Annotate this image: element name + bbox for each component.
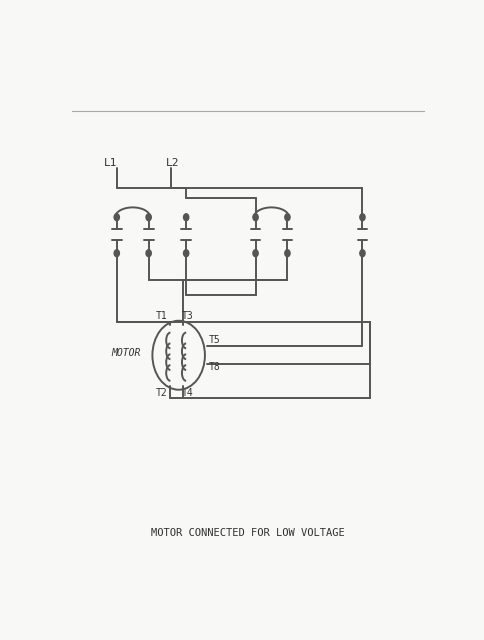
Circle shape — [146, 250, 151, 257]
Text: MOTOR: MOTOR — [111, 348, 140, 358]
Circle shape — [253, 214, 258, 221]
Circle shape — [360, 250, 365, 257]
Circle shape — [114, 250, 120, 257]
Circle shape — [114, 214, 120, 221]
Circle shape — [285, 214, 290, 221]
Text: T2: T2 — [156, 388, 168, 397]
Text: T3: T3 — [182, 311, 193, 321]
Text: T5: T5 — [209, 335, 220, 346]
Circle shape — [360, 214, 365, 221]
Text: T1: T1 — [156, 311, 168, 321]
Text: L1: L1 — [104, 157, 117, 168]
Circle shape — [146, 214, 151, 221]
Text: T4: T4 — [182, 388, 193, 397]
Text: T8: T8 — [209, 362, 220, 372]
Circle shape — [183, 250, 189, 257]
Circle shape — [285, 250, 290, 257]
Circle shape — [183, 214, 189, 221]
Circle shape — [253, 250, 258, 257]
Text: MOTOR CONNECTED FOR LOW VOLTAGE: MOTOR CONNECTED FOR LOW VOLTAGE — [151, 527, 345, 538]
Text: L2: L2 — [166, 157, 179, 168]
